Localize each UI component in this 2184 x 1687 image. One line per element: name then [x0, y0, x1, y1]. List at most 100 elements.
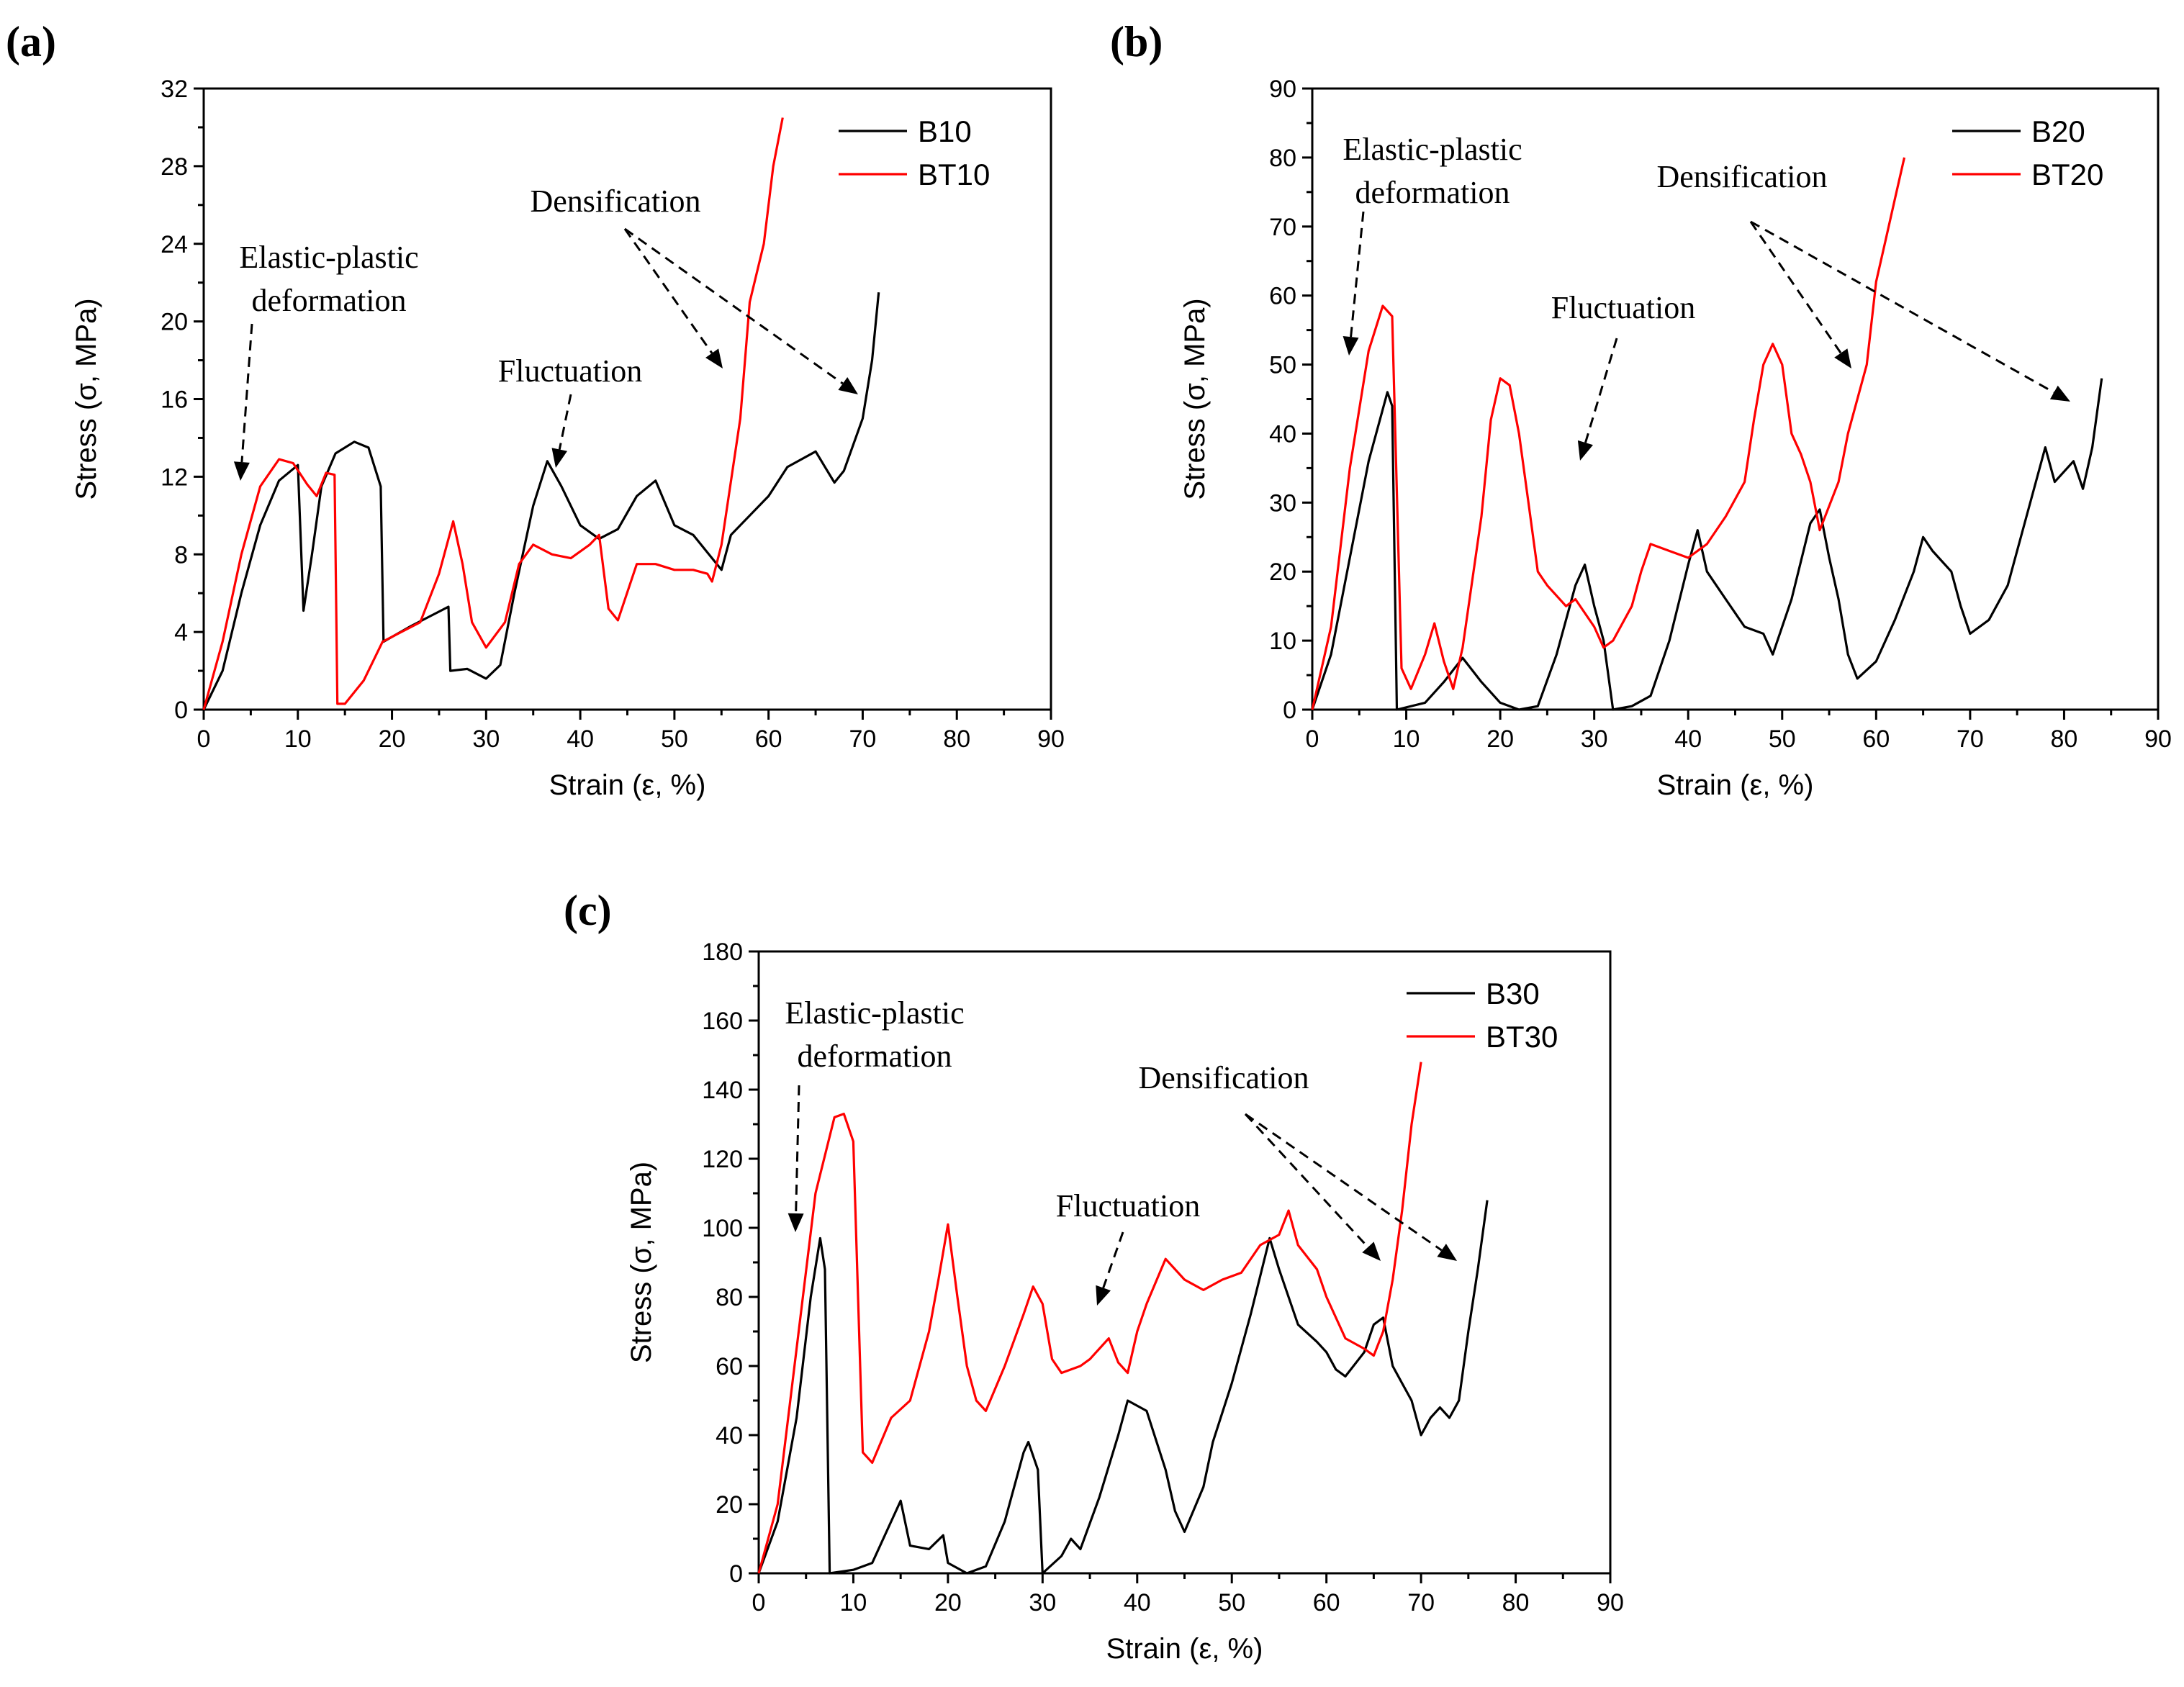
x-tick-label: 30	[472, 725, 500, 753]
x-tick-label: 20	[379, 725, 406, 753]
annotation-text: Densification	[1656, 159, 1827, 194]
y-tick-label: 12	[161, 463, 188, 491]
x-tick-label: 30	[1581, 725, 1608, 753]
annotation-text: deformation	[797, 1039, 952, 1074]
arrowhead	[705, 348, 723, 368]
x-tick-label: 40	[1124, 1589, 1151, 1616]
y-tick-label: 180	[702, 939, 743, 966]
chart-panel-b: (b) 0 10 20 30 40 50 60 70 80 90 0 10 20 30 40 50 60 70 80 9…	[1110, 18, 2172, 801]
annotation-arrow	[1102, 1231, 1124, 1288]
chart-panel-c: (c) 0 10 20 30 40 50 60 70 80 90 0 20 40 60 80 100 120 140…	[564, 887, 1624, 1665]
x-tick-label: 70	[1407, 1589, 1435, 1616]
x-tick-label: 80	[1502, 1589, 1530, 1616]
x-tick-label: 0	[1306, 725, 1319, 753]
annotation-arrow	[623, 228, 713, 354]
x-tick-label: 90	[2144, 725, 2172, 753]
series-line-b30	[757, 1200, 1489, 1575]
annotation-text: Elastic-plastic	[239, 240, 418, 275]
legend-label-bt30: BT30	[1486, 1020, 1558, 1054]
legend-label-b20: B20	[2031, 114, 2085, 148]
x-tick-label: 10	[284, 725, 312, 753]
x-tick-label: 80	[2051, 725, 2078, 753]
x-tick-label: 50	[1218, 1589, 1245, 1616]
annotation-text: Fluctuation	[1056, 1188, 1200, 1224]
x-tick-label: 50	[661, 725, 688, 753]
chart-panel-a: (a) 0 10 20 30 40 50 60 70 80 90 0 4 8 12 16 20 24 28 32 Str…	[6, 18, 1065, 801]
arrowhead	[1362, 1241, 1381, 1261]
x-tick-label: 30	[1029, 1589, 1056, 1616]
y-tick-label: 32	[161, 76, 188, 103]
x-tick-label: 50	[1769, 725, 1796, 753]
arrowhead	[551, 448, 567, 468]
y-tick-label: 20	[1269, 558, 1296, 586]
arrowhead	[2049, 385, 2070, 402]
annotation-arrow	[1350, 211, 1365, 338]
x-axis-title: Strain (ε, %)	[1106, 1633, 1263, 1665]
series-line-bt20	[1311, 157, 1906, 710]
y-tick-label: 80	[716, 1284, 743, 1311]
legend-label-bt20: BT20	[2031, 158, 2103, 191]
arrowhead	[1096, 1285, 1111, 1306]
series-line-bt30	[757, 1062, 1422, 1574]
y-axis-title: Stress (σ, MPa)	[1179, 298, 1211, 499]
x-tick-label: 40	[567, 725, 594, 753]
annotation-arrow	[1750, 220, 2055, 394]
annotation-text: Elastic-plastic	[785, 995, 964, 1031]
annotation-arrow	[558, 394, 572, 450]
annotation-arrow	[1584, 338, 1618, 443]
y-tick-label: 60	[716, 1353, 743, 1380]
annotation-text: deformation	[1355, 175, 1510, 210]
y-tick-label: 120	[702, 1146, 743, 1173]
arrowhead	[788, 1213, 804, 1232]
annotation-arrow	[240, 323, 253, 463]
x-tick-label: 60	[1313, 1589, 1340, 1616]
y-tick-label: 60	[1269, 283, 1296, 310]
panel-label: (c)	[564, 887, 612, 934]
x-tick-label: 70	[1957, 725, 1984, 753]
x-tick-label: 10	[840, 1589, 867, 1616]
y-tick-label: 24	[161, 231, 188, 258]
y-tick-label: 0	[729, 1560, 743, 1588]
y-tick-label: 40	[716, 1422, 743, 1449]
y-tick-label: 140	[702, 1077, 743, 1104]
annotation-arrow	[624, 227, 844, 385]
annotation-arrow	[1244, 1113, 1369, 1248]
annotation-text: Densification	[1138, 1060, 1309, 1095]
y-tick-label: 4	[174, 619, 188, 646]
x-tick-label: 80	[943, 725, 970, 753]
x-tick-label: 90	[1037, 725, 1065, 753]
x-tick-label: 90	[1597, 1589, 1624, 1616]
panel-label: (a)	[6, 18, 56, 65]
x-axis-title: Strain (ε, %)	[1657, 769, 1814, 801]
x-tick-label: 0	[752, 1589, 766, 1616]
panel-label: (b)	[1110, 18, 1163, 65]
y-tick-label: 0	[174, 697, 188, 724]
arrowhead	[1577, 440, 1593, 461]
y-axis-title: Stress (σ, MPa)	[626, 1162, 657, 1363]
y-tick-label: 70	[1269, 214, 1296, 241]
annotation-arrow	[1245, 1113, 1443, 1252]
arrowhead	[1834, 348, 1851, 368]
annotation-arrow	[1749, 221, 1842, 354]
annotation-text: Fluctuation	[498, 353, 642, 389]
x-tick-label: 60	[755, 725, 782, 753]
arrowhead	[1343, 336, 1359, 356]
y-tick-label: 40	[1269, 420, 1296, 448]
annotation-text: Densification	[530, 184, 700, 219]
annotation-text: deformation	[251, 283, 406, 318]
y-tick-label: 8	[174, 541, 188, 569]
y-tick-label: 100	[702, 1215, 743, 1242]
legend-label-b30: B30	[1486, 977, 1540, 1010]
y-tick-label: 16	[161, 386, 188, 414]
x-tick-label: 40	[1674, 725, 1702, 753]
x-tick-label: 70	[849, 725, 877, 753]
y-tick-label: 20	[716, 1491, 743, 1519]
y-tick-label: 30	[1269, 489, 1296, 517]
y-tick-label: 10	[1269, 628, 1296, 655]
y-tick-label: 28	[161, 153, 188, 181]
legend-label-bt10: BT10	[918, 158, 990, 191]
y-tick-label: 90	[1269, 76, 1296, 103]
y-tick-label: 20	[161, 309, 188, 336]
legend-label-b10: B10	[918, 114, 972, 148]
